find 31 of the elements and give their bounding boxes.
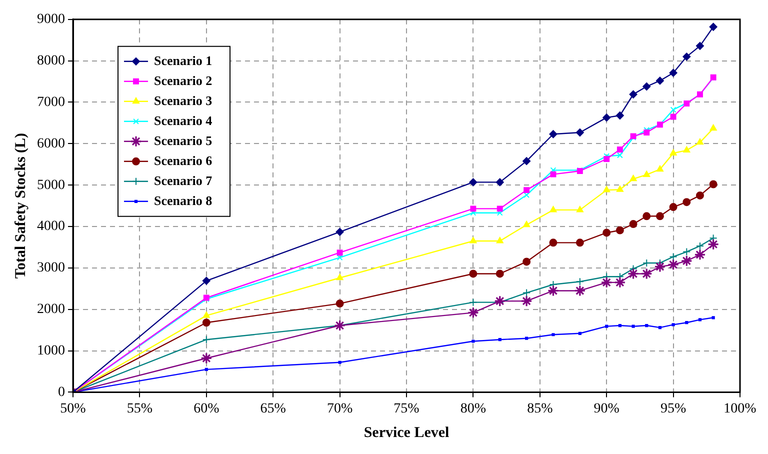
legend-label: Scenario 1 xyxy=(154,52,212,68)
y-tick-label: 9000 xyxy=(37,12,65,28)
x-axis-title: Service Level xyxy=(364,424,450,441)
x-tick-label: 90% xyxy=(594,401,620,416)
x-tick-label: 95% xyxy=(660,401,686,416)
y-tick-label: 2000 xyxy=(37,302,65,318)
legend-label: Scenario 7 xyxy=(154,172,213,188)
x-tick-label: 50% xyxy=(60,401,86,416)
x-tick-label: 85% xyxy=(527,401,554,416)
y-tick-label: 8000 xyxy=(37,53,65,68)
y-tick-label: 7000 xyxy=(37,94,65,110)
x-tick-label: 55% xyxy=(126,401,153,416)
x-tick-label: 65% xyxy=(260,401,286,416)
y-tick-label: 3000 xyxy=(37,260,65,276)
y-tick-label: 1000 xyxy=(37,343,65,358)
legend-label: Scenario 6 xyxy=(154,152,213,168)
legend-label: Scenario 4 xyxy=(154,112,213,128)
y-axis-title: Total Safety Stocks (L) xyxy=(12,132,29,279)
x-tick-label: 80% xyxy=(460,401,486,416)
legend-label: Scenario 5 xyxy=(154,132,213,148)
legend-label: Scenario 2 xyxy=(154,72,212,88)
y-tick-label: 6000 xyxy=(37,136,65,152)
y-tick-label: 5000 xyxy=(37,178,65,193)
x-tick-label: 70% xyxy=(326,401,353,416)
y-tick-label: 4000 xyxy=(37,219,65,234)
legend-label: Scenario 8 xyxy=(154,192,213,208)
x-tick-label: 60% xyxy=(194,401,220,416)
x-tick-label: 100% xyxy=(724,401,757,416)
x-tick-label: 75% xyxy=(394,401,420,416)
legend-label: Scenario 3 xyxy=(154,92,213,108)
y-tick-label: 0 xyxy=(58,384,65,400)
